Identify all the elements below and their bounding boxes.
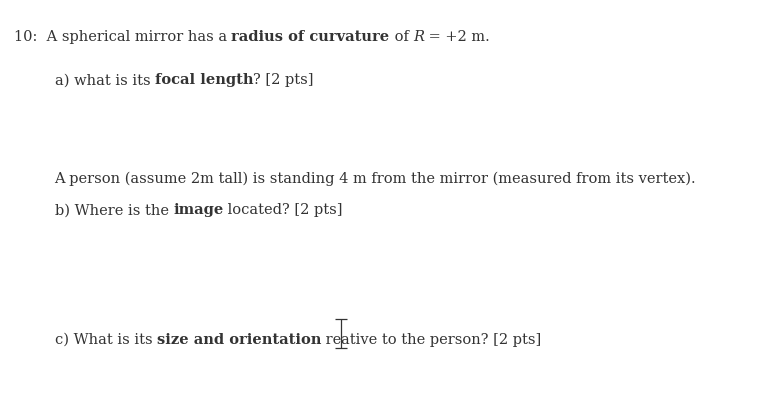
Text: of: of — [390, 30, 413, 44]
Text: ative to the person? [2 pts]: ative to the person? [2 pts] — [341, 333, 541, 347]
Text: R: R — [413, 30, 424, 44]
Text: re: re — [321, 333, 341, 347]
Text: size and orientation: size and orientation — [157, 333, 321, 347]
Text: located? [2 pts]: located? [2 pts] — [223, 203, 343, 217]
Text: focal length: focal length — [154, 73, 254, 88]
Text: c) What is its: c) What is its — [55, 333, 157, 347]
Text: b) Where is the: b) Where is the — [55, 203, 173, 217]
Text: radius of curvature: radius of curvature — [232, 30, 390, 44]
Text: image: image — [173, 203, 223, 217]
Text: a) what is its: a) what is its — [55, 73, 154, 88]
Text: A person (assume 2m tall) is standing 4 m from the mirror (measured from its ver: A person (assume 2m tall) is standing 4 … — [55, 171, 696, 186]
Text: ? [2 pts]: ? [2 pts] — [254, 73, 313, 88]
Text: = +2 m.: = +2 m. — [424, 30, 490, 44]
Text: 10:  A spherical mirror has a: 10: A spherical mirror has a — [14, 30, 232, 44]
